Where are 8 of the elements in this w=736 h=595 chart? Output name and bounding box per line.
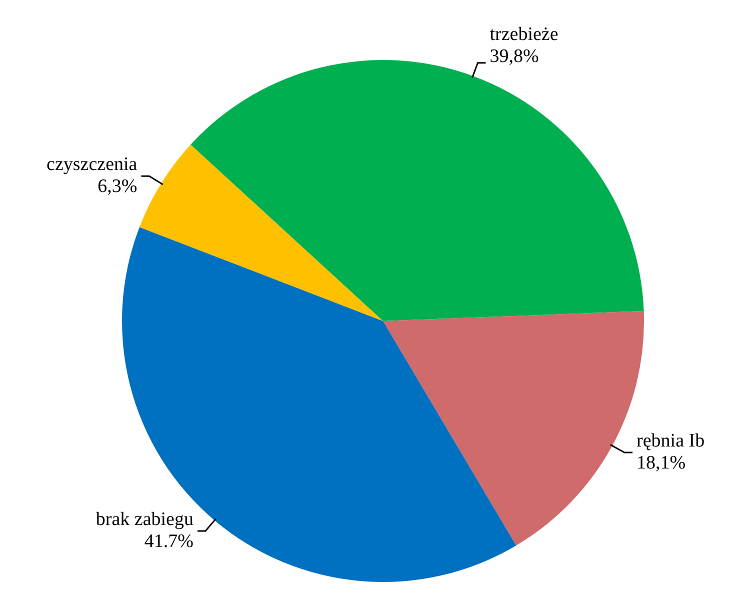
data-label: 18,1%: [636, 452, 686, 474]
slice-label: czyszczenia: [46, 154, 138, 176]
slice-label: brak zabiegu: [96, 509, 194, 530]
slice-label: trzebieże: [490, 24, 558, 45]
data-label: 41.7%: [144, 531, 194, 552]
data-label: 39,8%: [490, 46, 539, 67]
slice-label: rębnia Ib: [636, 430, 705, 452]
data-label: 6,3%: [98, 176, 138, 198]
